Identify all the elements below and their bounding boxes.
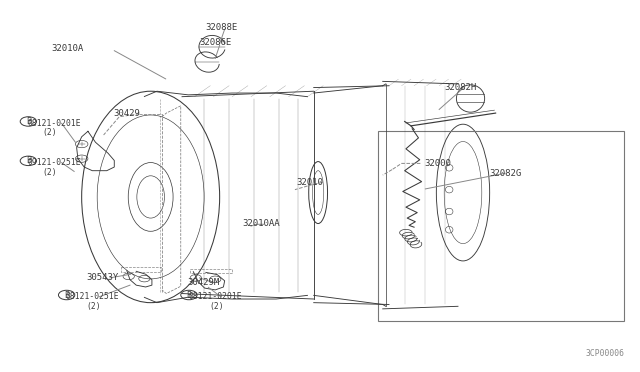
Text: 08121-0201E: 08121-0201E (188, 292, 242, 301)
Text: (2): (2) (86, 302, 100, 311)
Bar (378, 131, 624, 321)
Text: B: B (26, 117, 31, 126)
Text: 30543Y: 30543Y (86, 273, 118, 282)
Text: 32010A: 32010A (52, 44, 84, 53)
Text: 32010: 32010 (296, 178, 323, 187)
Text: 32086E: 32086E (200, 38, 232, 47)
Text: (2): (2) (209, 302, 223, 311)
Text: B: B (186, 291, 191, 299)
Text: B: B (26, 156, 31, 165)
Text: 09121-0251E: 09121-0251E (27, 158, 81, 167)
Text: B: B (64, 291, 69, 299)
Text: 32082H: 32082H (444, 83, 476, 92)
Text: 08121-0201E: 08121-0201E (27, 119, 81, 128)
Text: 30429M: 30429M (187, 278, 220, 287)
Text: (2): (2) (43, 168, 58, 177)
Text: 30429: 30429 (113, 109, 140, 118)
Text: 32088E: 32088E (206, 23, 238, 32)
Text: 08121-0251E: 08121-0251E (66, 292, 120, 301)
Text: 3CP00006: 3CP00006 (585, 349, 624, 358)
Text: 32000: 32000 (425, 159, 452, 168)
Text: 32010AA: 32010AA (242, 219, 280, 228)
Text: (2): (2) (43, 128, 58, 137)
Text: 32082G: 32082G (490, 169, 522, 178)
